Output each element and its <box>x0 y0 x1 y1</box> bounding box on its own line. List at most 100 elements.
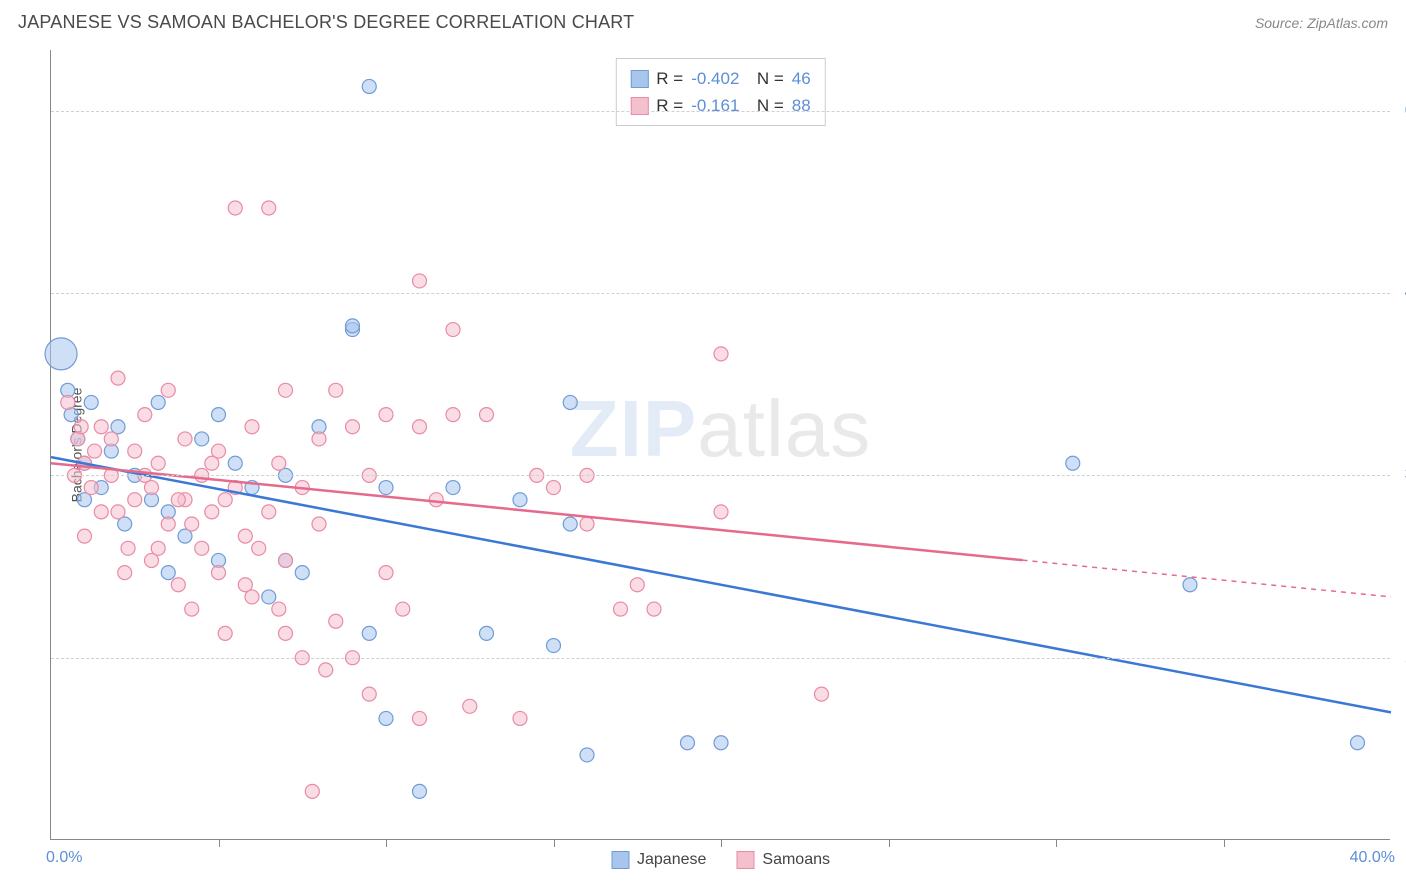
data-point <box>171 493 185 507</box>
data-point <box>329 614 343 628</box>
data-point <box>205 456 219 470</box>
data-point <box>295 566 309 580</box>
legend-n-value: 46 <box>792 65 811 92</box>
data-point <box>446 481 460 495</box>
data-point <box>614 602 628 616</box>
legend-r-value: -0.402 <box>691 65 739 92</box>
data-point <box>413 784 427 798</box>
data-point <box>279 383 293 397</box>
data-point <box>379 481 393 495</box>
series-legend-item: Samoans <box>736 851 830 869</box>
data-point <box>45 338 77 370</box>
data-point <box>185 602 199 616</box>
legend-swatch <box>611 851 629 869</box>
legend-swatch <box>736 851 754 869</box>
data-point <box>346 420 360 434</box>
data-point <box>74 420 88 434</box>
scatter-plot-svg <box>51 50 1390 839</box>
series-legend-label: Samoans <box>762 851 830 869</box>
gridline <box>51 293 1390 294</box>
data-point <box>379 408 393 422</box>
data-point <box>78 529 92 543</box>
data-point <box>563 395 577 409</box>
legend-row: R = -0.161 N = 88 <box>630 92 810 119</box>
data-point <box>413 274 427 288</box>
data-point <box>238 578 252 592</box>
data-point <box>362 626 376 640</box>
chart-title: JAPANESE VS SAMOAN BACHELOR'S DEGREE COR… <box>18 12 634 33</box>
data-point <box>212 566 226 580</box>
data-point <box>580 748 594 762</box>
chart-plot-area: Bachelor's Degree ZIPatlas R = -0.402 N … <box>50 50 1390 840</box>
data-point <box>1066 456 1080 470</box>
data-point <box>228 201 242 215</box>
data-point <box>446 323 460 337</box>
data-point <box>84 481 98 495</box>
data-point <box>111 505 125 519</box>
series-legend-item: Japanese <box>611 851 706 869</box>
data-point <box>413 420 427 434</box>
data-point <box>245 420 259 434</box>
legend-swatch <box>630 97 648 115</box>
data-point <box>362 687 376 701</box>
data-point <box>121 541 135 555</box>
source-credit: Source: ZipAtlas.com <box>1255 15 1388 31</box>
data-point <box>480 408 494 422</box>
data-point <box>379 711 393 725</box>
data-point <box>563 517 577 531</box>
data-point <box>262 590 276 604</box>
data-point <box>212 408 226 422</box>
data-point <box>272 602 286 616</box>
legend-row: R = -0.402 N = 46 <box>630 65 810 92</box>
data-point <box>329 383 343 397</box>
x-tick <box>386 839 387 847</box>
data-point <box>319 663 333 677</box>
data-point <box>128 493 142 507</box>
correlation-legend: R = -0.402 N = 46R = -0.161 N = 88 <box>615 58 825 126</box>
data-point <box>272 456 286 470</box>
data-point <box>161 517 175 531</box>
data-point <box>228 456 242 470</box>
data-point <box>714 736 728 750</box>
data-point <box>681 736 695 750</box>
series-legend: Japanese Samoans <box>611 851 830 869</box>
legend-r-label: R = <box>656 65 683 92</box>
data-point <box>111 371 125 385</box>
data-point <box>151 395 165 409</box>
data-point <box>161 566 175 580</box>
legend-r-label: R = <box>656 92 683 119</box>
data-point <box>513 711 527 725</box>
data-point <box>815 687 829 701</box>
data-point <box>138 408 152 422</box>
data-point <box>84 395 98 409</box>
data-point <box>513 493 527 507</box>
data-point <box>1351 736 1365 750</box>
data-point <box>171 578 185 592</box>
data-point <box>279 553 293 567</box>
data-point <box>178 432 192 446</box>
data-point <box>714 505 728 519</box>
data-point <box>185 517 199 531</box>
data-point <box>94 505 108 519</box>
x-axis-end: 40.0% <box>1350 849 1395 867</box>
x-tick <box>1224 839 1225 847</box>
data-point <box>446 408 460 422</box>
legend-n-label: N = <box>747 92 783 119</box>
data-point <box>262 505 276 519</box>
x-axis-start: 0.0% <box>46 849 82 867</box>
gridline <box>51 111 1390 112</box>
data-point <box>151 456 165 470</box>
series-legend-label: Japanese <box>637 851 706 869</box>
data-point <box>205 505 219 519</box>
data-point <box>128 444 142 458</box>
gridline <box>51 658 1390 659</box>
data-point <box>480 626 494 640</box>
data-point <box>104 432 118 446</box>
data-point <box>463 699 477 713</box>
legend-n-label: N = <box>747 65 783 92</box>
data-point <box>396 602 410 616</box>
data-point <box>151 541 165 555</box>
data-point <box>218 626 232 640</box>
legend-swatch <box>630 70 648 88</box>
data-point <box>279 626 293 640</box>
